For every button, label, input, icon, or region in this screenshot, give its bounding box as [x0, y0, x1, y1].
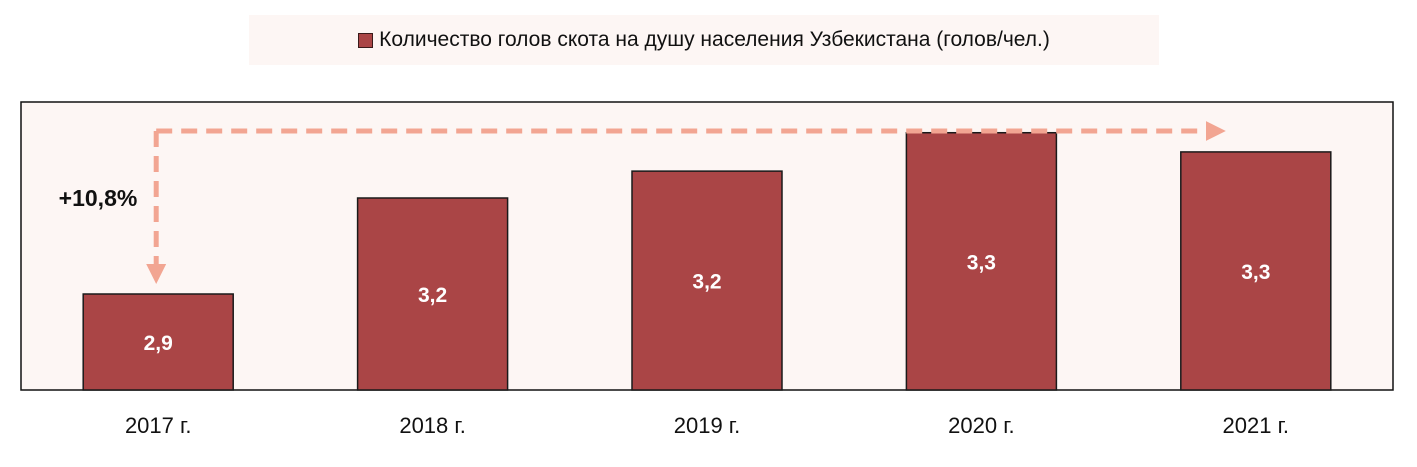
x-tick-label: 2018 г. [399, 413, 466, 438]
x-tick-label: 2017 г. [125, 413, 192, 438]
data-label: 2,9 [144, 332, 173, 355]
bar [82, 293, 234, 391]
bar [356, 197, 509, 391]
data-label: 3,3 [1241, 261, 1270, 284]
data-label: 3,2 [418, 284, 447, 307]
data-label: 3,2 [692, 271, 721, 294]
data-label: 3,3 [967, 251, 996, 274]
change-annotation: +10,8% [59, 185, 138, 211]
x-tick-label: 2021 г. [1223, 413, 1290, 438]
legend-label: Количество голов скота на душу населения… [379, 28, 1050, 51]
x-tick-label: 2020 г. [948, 413, 1015, 438]
legend: Количество голов скота на душу населения… [249, 15, 1159, 65]
bar [1180, 151, 1332, 391]
legend-swatch [358, 32, 374, 48]
bar [631, 170, 783, 391]
x-tick-label: 2019 г. [674, 413, 741, 438]
